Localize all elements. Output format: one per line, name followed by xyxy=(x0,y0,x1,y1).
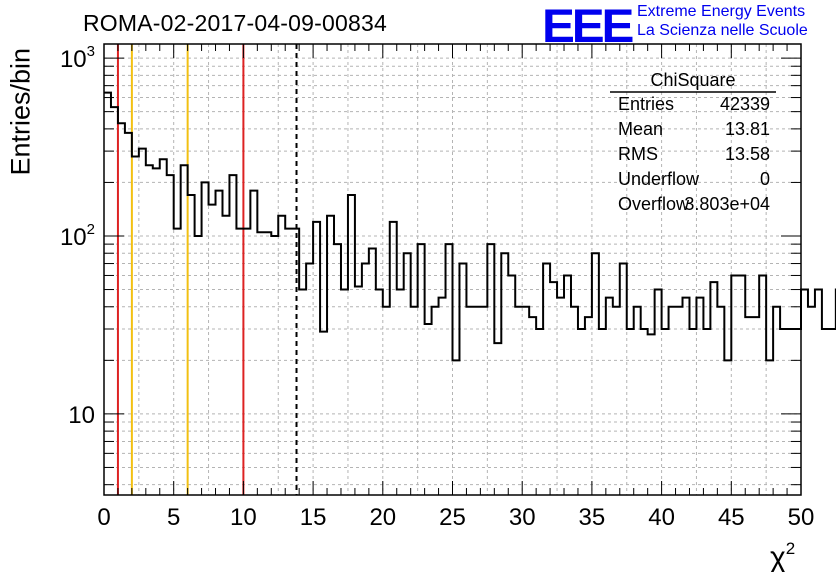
logo-line-2: La Scienza nelle Scuole xyxy=(637,22,808,39)
x-tick-label: 30 xyxy=(509,504,536,531)
stats-label: Overflow xyxy=(618,194,690,214)
x-tick-label: 5 xyxy=(167,504,180,531)
histogram-line xyxy=(104,91,836,362)
stats-box: ChiSquare Entries 42339 Mean 13.81 RMS 13.58 Un… xyxy=(610,70,776,214)
stats-value: 13.58 xyxy=(725,144,770,164)
logo-line-1: Extreme Energy Events xyxy=(637,3,806,20)
stats-value: 42339 xyxy=(720,94,770,114)
stats-title: ChiSquare xyxy=(650,70,735,90)
stats-label: Mean xyxy=(618,119,663,139)
stats-value: 13.81 xyxy=(725,119,770,139)
y-tick-label: 103 xyxy=(60,43,95,73)
x-tick-label: 15 xyxy=(300,504,327,531)
x-axis-ticks: 0 5 10 15 20 25 30 35 40 45 50 xyxy=(97,44,814,531)
stats-value: 3.803e+04 xyxy=(684,194,770,214)
stats-label: Entries xyxy=(618,94,674,114)
stats-label: RMS xyxy=(618,144,658,164)
x-tick-label: 35 xyxy=(579,504,606,531)
x-tick-label: 40 xyxy=(648,504,675,531)
stats-value: 0 xyxy=(760,169,770,189)
x-tick-label: 45 xyxy=(718,504,745,531)
eee-logo: EEE xyxy=(542,0,634,52)
y-tick-label: 10 xyxy=(68,402,95,429)
y-tick-label: 102 xyxy=(60,221,95,251)
y-axis-ticks: 10 102 103 xyxy=(60,43,801,486)
x-tick-label: 25 xyxy=(439,504,466,531)
plot-title: ROMA-02-2017-04-09-00834 xyxy=(83,10,387,36)
x-tick-label: 10 xyxy=(230,504,257,531)
x-tick-label: 20 xyxy=(369,504,396,531)
grid-lines xyxy=(104,44,801,495)
x-tick-label: 0 xyxy=(97,504,110,531)
stats-label: Underflow xyxy=(618,169,700,189)
x-axis-label: χ2 xyxy=(770,539,795,572)
x-tick-label: 50 xyxy=(788,504,815,531)
